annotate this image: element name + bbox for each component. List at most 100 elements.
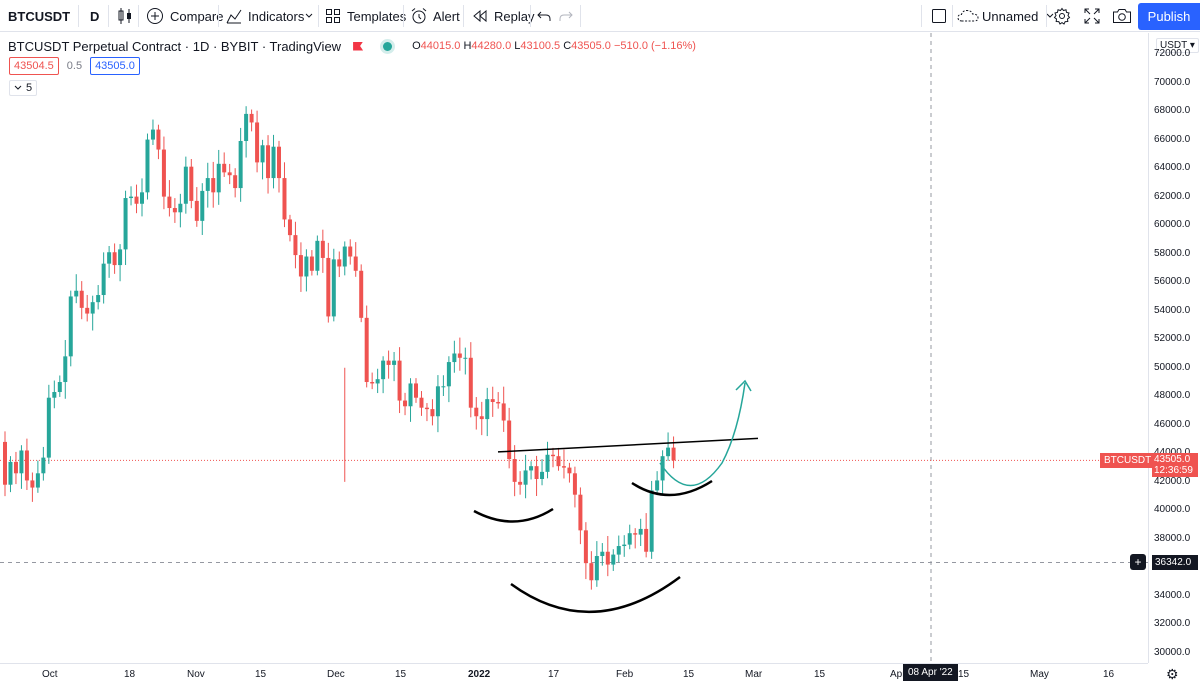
buy-button[interactable]: 43505.0	[90, 57, 140, 75]
symbol-search-button[interactable]: BTCUSDT	[8, 0, 70, 32]
candle-body	[287, 219, 292, 236]
ohlc-values: O44015.0 H44280.0 L43100.5 C43505.0 −510…	[412, 40, 696, 52]
fullscreen-icon	[1084, 8, 1100, 24]
toolbar-divider	[218, 5, 219, 27]
candle-body	[79, 290, 84, 308]
indicators-button[interactable]: Indicators	[226, 0, 304, 32]
candle-body	[496, 401, 501, 404]
candle-body	[74, 290, 79, 297]
candle-body	[501, 403, 506, 421]
high-label: H	[463, 40, 472, 52]
price-tick-label: 52000.0	[1154, 333, 1191, 345]
chart-type-button[interactable]	[117, 0, 133, 32]
redo-button[interactable]	[559, 0, 573, 32]
candle-body	[227, 172, 232, 176]
candle-body	[298, 255, 303, 277]
candle-body	[57, 382, 62, 393]
low-label: L	[514, 40, 521, 52]
candle-body	[578, 494, 583, 531]
candle-body	[167, 196, 172, 209]
price-tick-label: 38000.0	[1154, 532, 1191, 544]
buy-sell-panel: 43504.5 0.5 43505.0	[9, 57, 140, 75]
chart-pane[interactable]: BTCUSDT Perpetual Contract · 1D · BYBIT …	[0, 33, 1200, 687]
candle-body	[556, 456, 561, 467]
candle-body	[474, 407, 479, 417]
interval-button[interactable]: D	[90, 0, 99, 32]
currency-selector[interactable]: USDT ▾	[1156, 38, 1199, 53]
candle-body	[342, 246, 347, 267]
replay-button[interactable]: Replay	[472, 0, 534, 32]
time-axis[interactable]	[0, 663, 1148, 687]
indicators-dropdown[interactable]	[305, 0, 313, 32]
candle-body	[123, 198, 128, 250]
last-price-tag: 43505.0 12:36:59	[1152, 453, 1198, 477]
redo-icon	[559, 11, 573, 21]
price-tick-label: 72000.0	[1154, 48, 1191, 59]
candle-body	[233, 175, 238, 189]
price-tick-label: 62000.0	[1154, 190, 1191, 202]
replay-label: Replay	[494, 8, 535, 24]
time-tick-label: 18	[124, 669, 136, 680]
candle-body	[655, 480, 660, 491]
toolbar-divider	[138, 5, 139, 27]
templates-button[interactable]: Templates	[325, 0, 406, 32]
time-tick-label: Feb	[616, 669, 634, 680]
compare-button[interactable]: Compare	[146, 0, 223, 32]
candle-body	[35, 473, 40, 488]
candle-body	[183, 166, 188, 204]
market-status-icon[interactable]	[383, 41, 393, 51]
candle-body	[68, 296, 73, 357]
sell-button[interactable]: 43504.5	[9, 57, 59, 75]
alert-button[interactable]: Alert	[410, 0, 460, 32]
price-tick-label: 32000.0	[1154, 618, 1191, 630]
flag-icon[interactable]	[353, 41, 364, 51]
candle-body	[13, 461, 18, 474]
settings-button[interactable]	[1053, 0, 1071, 32]
candlestick-chart[interactable]	[0, 33, 1148, 663]
candle-body	[194, 200, 199, 221]
plus-circle-icon	[147, 8, 163, 24]
undo-button[interactable]	[537, 0, 551, 32]
axis-settings-icon[interactable]: ⚙	[1166, 666, 1179, 682]
toolbar-divider	[318, 5, 319, 27]
snapshot-button[interactable]	[1112, 0, 1132, 32]
candle-body	[408, 383, 413, 407]
candle-body	[529, 466, 534, 471]
candle-body	[216, 163, 221, 193]
candle-body	[452, 353, 457, 363]
alert-label: Alert	[433, 8, 460, 24]
toolbar-divider	[463, 5, 464, 27]
candle-body	[150, 129, 155, 140]
price-tick-label: 56000.0	[1154, 276, 1191, 288]
candle-body	[660, 456, 665, 481]
candle-body	[551, 454, 555, 457]
price-tick-label: 34000.0	[1154, 589, 1191, 601]
add-plus-icon[interactable]: +	[1130, 554, 1146, 570]
candle-body	[3, 441, 7, 485]
time-tick-label: 15	[255, 669, 267, 680]
toolbar-divider	[530, 5, 531, 27]
toolbar-divider	[952, 5, 953, 27]
time-tick-label: 15	[683, 669, 695, 680]
layout-name-button[interactable]: Unnamed	[957, 0, 1054, 32]
candle-body	[271, 146, 276, 179]
collapse-indicators-button[interactable]: 5	[9, 80, 38, 96]
candle-body	[468, 357, 473, 408]
candle-body	[534, 466, 539, 480]
publish-button[interactable]: Publish	[1138, 3, 1200, 30]
candle-body	[414, 383, 418, 398]
candle-body	[8, 461, 13, 485]
candle-body	[507, 420, 512, 460]
gear-icon	[1053, 7, 1071, 25]
layout-select-button[interactable]	[931, 0, 947, 32]
candle-body	[205, 178, 210, 191]
candle-body	[605, 551, 610, 565]
fullscreen-button[interactable]	[1084, 0, 1100, 32]
price-tick-label: 64000.0	[1154, 162, 1191, 174]
candle-body	[430, 409, 435, 417]
candle-body	[424, 407, 429, 410]
candle-body	[101, 263, 106, 296]
price-tick-label: 46000.0	[1154, 418, 1191, 430]
candle-body	[178, 203, 183, 213]
candle-body	[244, 113, 249, 141]
